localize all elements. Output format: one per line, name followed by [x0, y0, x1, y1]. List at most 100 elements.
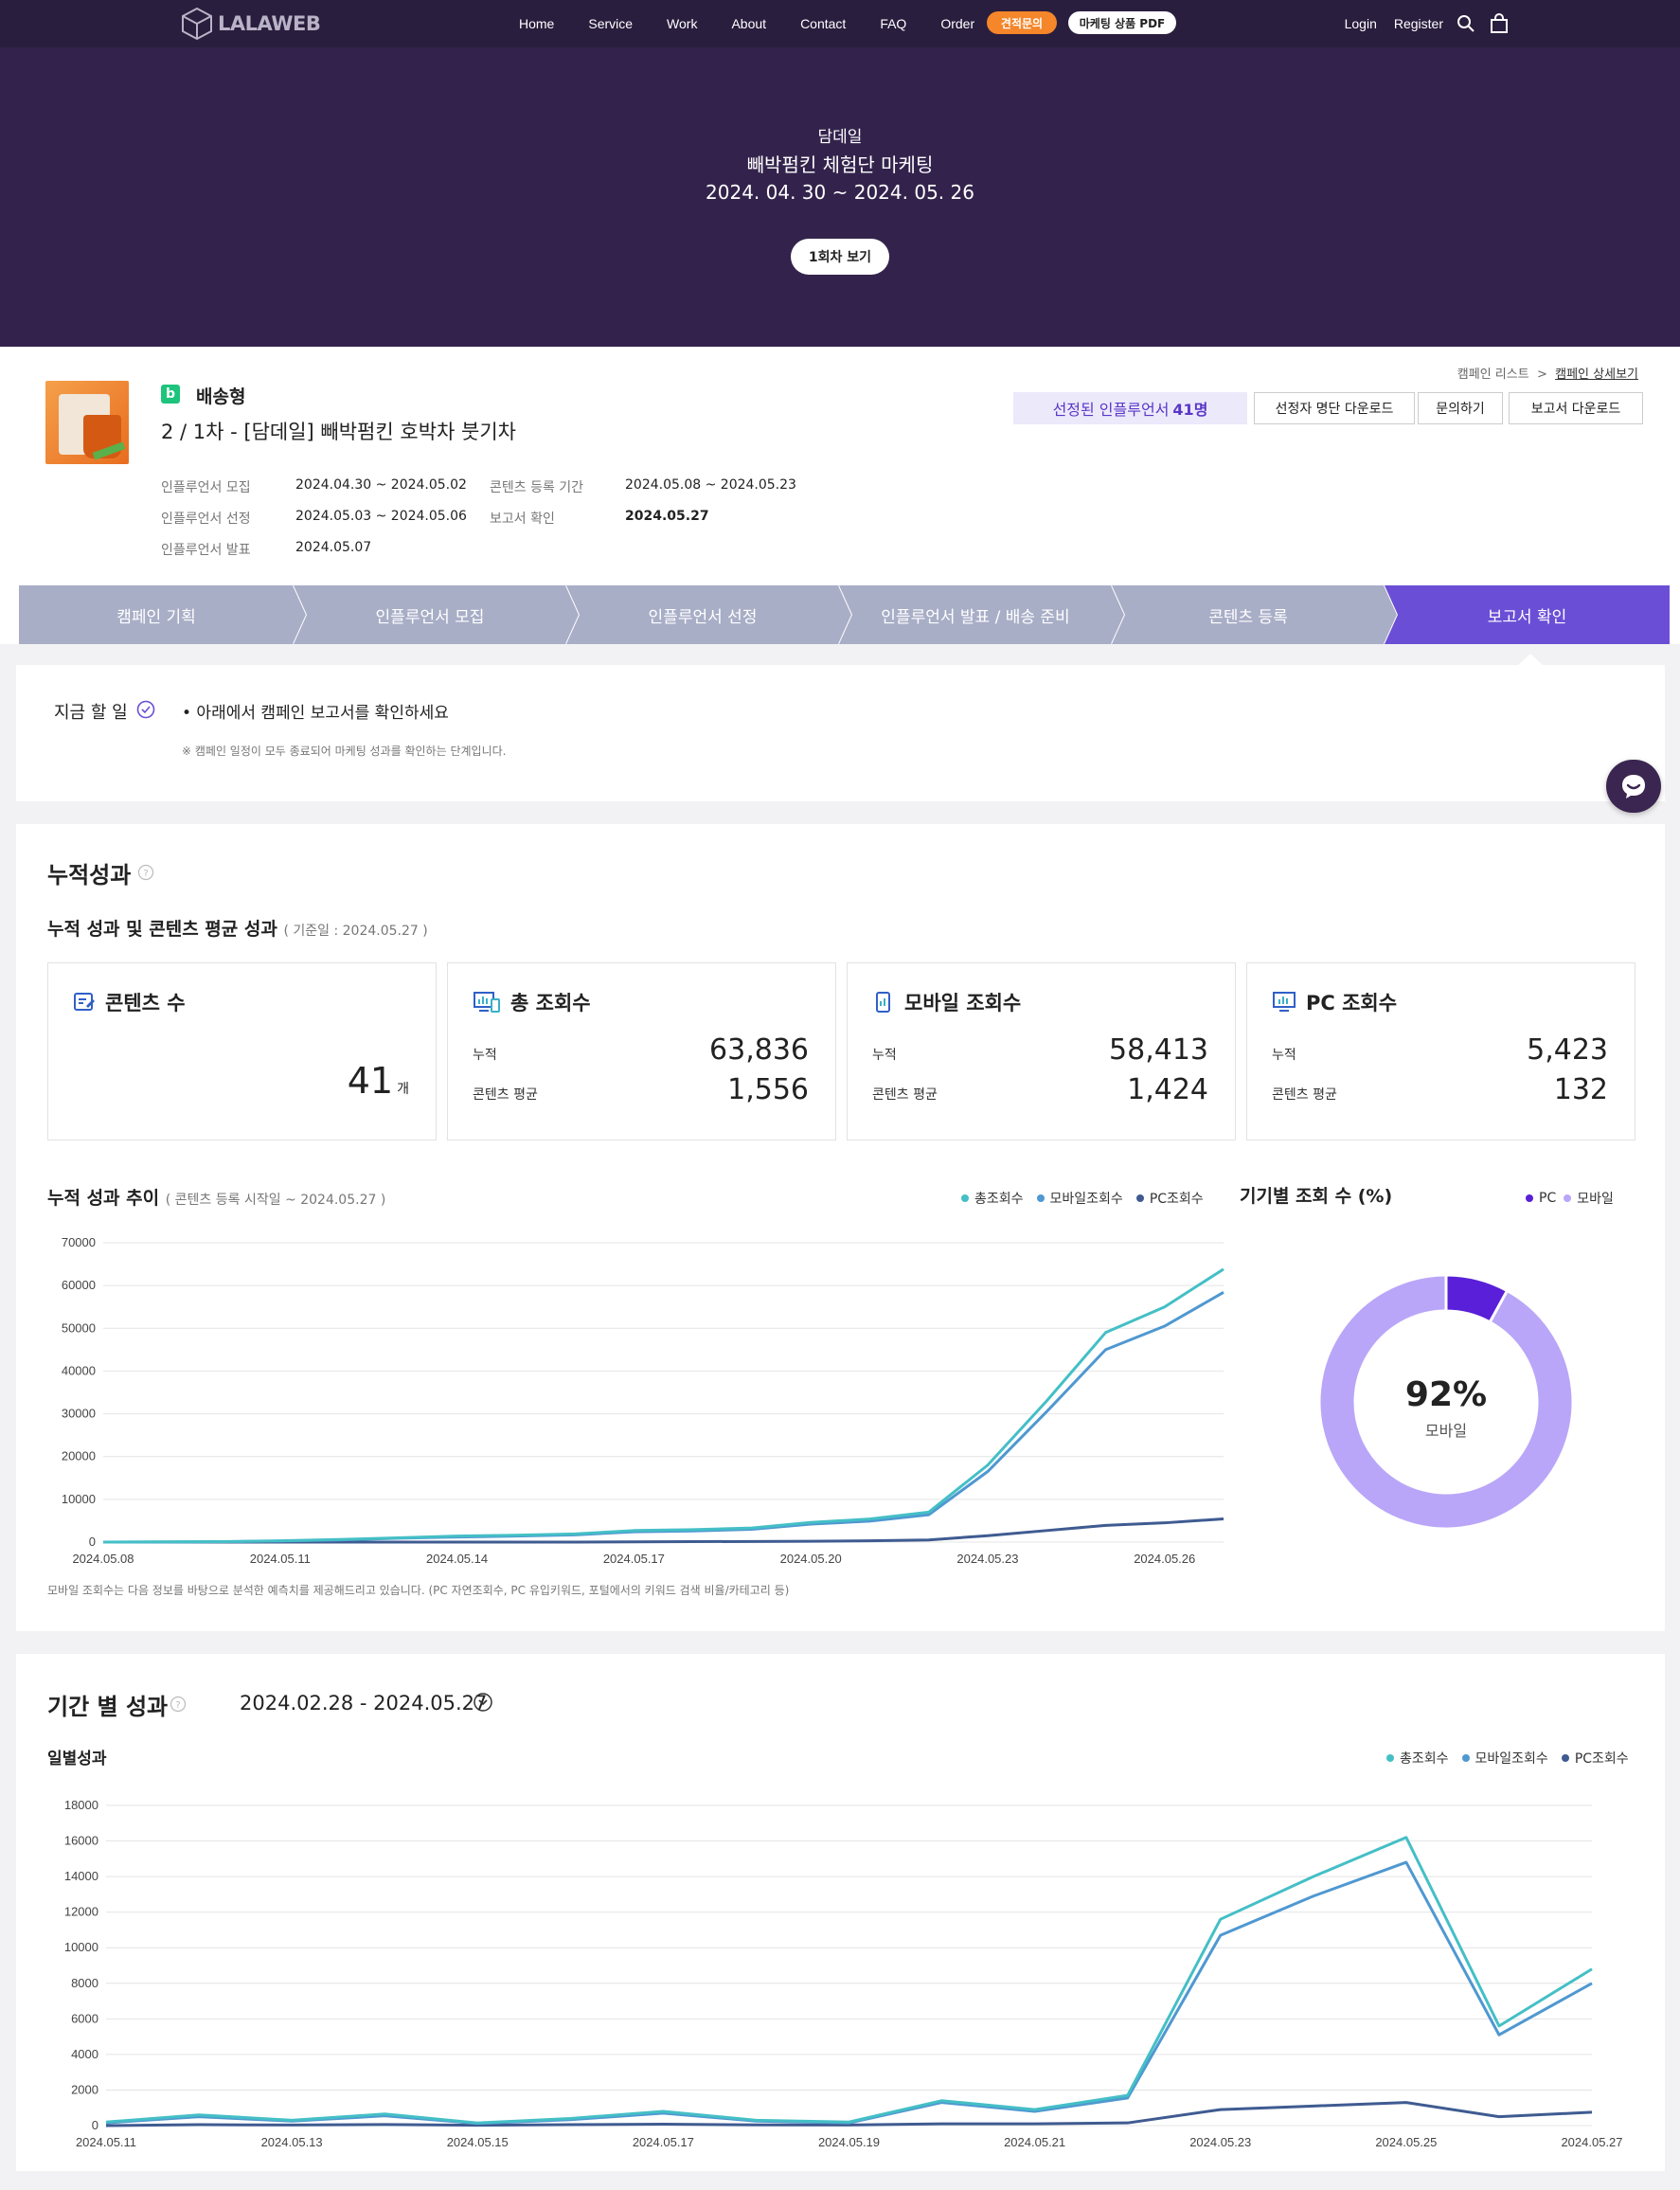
- avg-label: 콘텐츠 평균: [872, 1087, 938, 1103]
- campaign-hero: 담데일 빼박펌킨 체험단 마케팅 2024. 04. 30 ~ 2024. 05…: [0, 47, 1680, 347]
- cumulative-subtitle-date: ( 기준일 : 2024.05.27 ): [283, 924, 428, 939]
- meta-value: 2024.04.30 ~ 2024.05.02: [295, 477, 467, 493]
- breadcrumb-current[interactable]: 캠페인 상세보기: [1555, 368, 1638, 382]
- x-tick-label: 2024.05.11: [76, 2135, 136, 2149]
- y-tick-label: 60000: [62, 1278, 96, 1292]
- help-icon[interactable]: ?: [170, 1696, 187, 1713]
- meta-value: 2024.05.08 ~ 2024.05.23: [625, 477, 796, 493]
- x-tick-label: 2024.05.13: [261, 2135, 323, 2149]
- chevron-down-icon[interactable]: [473, 1692, 493, 1713]
- x-tick-label: 2024.05.25: [1375, 2135, 1437, 2149]
- meta-value: 2024.05.27: [625, 509, 709, 524]
- card-title-text: PC 조회수: [1306, 992, 1398, 1014]
- mobile-cum-value: 58,413: [1109, 1033, 1208, 1067]
- period-range[interactable]: 2024.02.28 - 2024.05.27: [240, 1692, 488, 1714]
- legend-mobile: 모바일조회수: [1049, 1192, 1123, 1207]
- logo-text: LALAWEB: [218, 12, 321, 35]
- step-select: 인플루언서 선정: [648, 607, 758, 627]
- step-announce-ship: 인플루언서 발표 / 배송 준비: [881, 607, 1070, 627]
- help-icon[interactable]: ?: [137, 864, 154, 881]
- legend-dot-total: [961, 1194, 969, 1202]
- cumulative-title: 누적성과: [47, 862, 132, 889]
- x-tick-label: 2024.05.14: [426, 1552, 488, 1566]
- first-round-button[interactable]: 1회차 보기: [791, 239, 889, 275]
- marketing-pdf-button[interactable]: 마케팅 상품 PDF: [1068, 11, 1176, 34]
- x-tick-label: 2024.05.15: [447, 2135, 509, 2149]
- chat-button[interactable]: [1606, 760, 1661, 813]
- period-title: 기간 별 성과: [47, 1694, 169, 1720]
- download-report-button[interactable]: 보고서 다운로드: [1509, 392, 1643, 424]
- selected-label: 선정된 인플루언서: [1052, 401, 1170, 419]
- nav-account: Login Register: [1328, 0, 1510, 47]
- selected-count: 41명: [1172, 401, 1208, 419]
- nav-about[interactable]: About: [731, 16, 767, 31]
- y-tick-label: 10000: [64, 1940, 98, 1954]
- svg-text:?: ?: [175, 1700, 180, 1711]
- step-report[interactable]: 보고서 확인: [1487, 607, 1567, 627]
- legend-total: 총조회수: [1400, 1751, 1449, 1767]
- breadcrumb-list-link[interactable]: 캠페인 리스트: [1457, 368, 1529, 382]
- search-icon[interactable]: [1457, 14, 1475, 33]
- login-link[interactable]: Login: [1344, 16, 1377, 31]
- step-shape: [19, 585, 307, 644]
- svg-text:?: ?: [143, 869, 148, 879]
- trend-title-text: 누적 성과 추이: [47, 1188, 160, 1209]
- nav-service[interactable]: Service: [588, 16, 634, 31]
- card-contents-title: 콘텐츠 수: [73, 988, 186, 1016]
- y-tick-label: 0: [92, 2118, 98, 2132]
- x-tick-label: 2024.05.23: [1189, 2135, 1251, 2149]
- nav-home[interactable]: Home: [519, 16, 555, 31]
- nav-contact[interactable]: Contact: [800, 16, 847, 31]
- x-tick-label: 2024.05.11: [250, 1552, 311, 1566]
- legend-dot-mobile: [1036, 1194, 1045, 1202]
- donut-label: 모바일: [1425, 1422, 1467, 1440]
- card-title-text: 총 조회수: [510, 992, 591, 1014]
- avg-label: 콘텐츠 평균: [1272, 1087, 1337, 1103]
- nav-work[interactable]: Work: [667, 16, 698, 31]
- legend-device-pc: PC: [1539, 1191, 1557, 1206]
- card-pc-views: PC 조회수 누적 5,423 콘텐츠 평균 132: [1246, 962, 1635, 1140]
- cum-label: 누적: [1272, 1048, 1296, 1063]
- mobile-phone-icon: [876, 992, 890, 1013]
- cumulative-subtitle: 누적 성과 및 콘텐츠 평균 성과 ( 기준일 : 2024.05.27 ): [47, 915, 428, 941]
- trend-legend: 총조회수 모바일조회수 PC조회수: [948, 1189, 1204, 1208]
- pc-avg-value: 132: [1553, 1073, 1608, 1106]
- cumulative-trend-chart: 0 10000 20000 30000 40000 50000 60000 70000 2024…: [62, 1235, 1224, 1566]
- quote-button[interactable]: 견적문의: [987, 11, 1057, 34]
- logo[interactable]: LALAWEB: [180, 6, 321, 42]
- todo-note: ※ 캠페인 일정이 모두 종료되어 마케팅 성과를 확인하는 단계입니다.: [182, 745, 507, 758]
- legend-dot-pc: [1135, 1194, 1144, 1202]
- cart-bag-icon[interactable]: [1489, 13, 1510, 34]
- product-thumbnail: [45, 381, 129, 464]
- trend-title: 누적 성과 추이 ( 콘텐츠 등록 시작일 ~ 2024.05.27 ): [47, 1184, 385, 1210]
- daily-legend: 총조회수 모바일조회수 PC조회수: [1373, 1749, 1629, 1768]
- nav-order[interactable]: Order: [940, 16, 975, 31]
- series-line-0: [105, 1836, 1593, 2125]
- contents-count: 41 개: [348, 1060, 409, 1102]
- cum-label: 누적: [872, 1048, 897, 1063]
- main-nav: Home Service Work About Contact FAQ Orde…: [519, 0, 1009, 47]
- mobile-avg-value: 1,424: [1127, 1073, 1208, 1106]
- meta-label: 인플루언서 모집: [161, 480, 251, 495]
- legend-total: 총조회수: [974, 1192, 1024, 1207]
- contents-count-unit: 개: [397, 1082, 409, 1097]
- x-tick-label: 2024.05.20: [780, 1552, 842, 1566]
- todo-panel: 지금 할 일 • 아래에서 캠페인 보고서를 확인하세요 ※ 캠페인 일정이 모…: [16, 665, 1665, 801]
- series-line-2: [105, 2101, 1593, 2127]
- card-mobile-views: 모바일 조회수 누적 58,413 콘텐츠 평균 1,424: [847, 962, 1236, 1140]
- x-tick-label: 2024.05.27: [1561, 2135, 1622, 2149]
- selected-influencers: 선정된 인플루언서 41명: [1013, 392, 1247, 424]
- download-selected-list-button[interactable]: 선정자 명단 다운로드: [1254, 392, 1415, 424]
- monitor-devices-icon: [474, 992, 500, 1013]
- register-link[interactable]: Register: [1393, 16, 1443, 31]
- meta-label: 보고서 확인: [490, 512, 555, 527]
- hero-brand: 담데일: [817, 128, 863, 147]
- step-shape: [566, 585, 852, 644]
- device-donut-chart: 92% 모바일: [1317, 1273, 1575, 1531]
- hero-dates: 2024. 04. 30 ~ 2024. 05. 26: [706, 181, 974, 204]
- nav-faq[interactable]: FAQ: [880, 16, 907, 31]
- card-title-text: 모바일 조회수: [904, 992, 1022, 1014]
- inquiry-button[interactable]: 문의하기: [1418, 392, 1503, 424]
- card-pc-title: PC 조회수: [1272, 988, 1397, 1016]
- breadcrumb-separator: >: [1536, 368, 1547, 382]
